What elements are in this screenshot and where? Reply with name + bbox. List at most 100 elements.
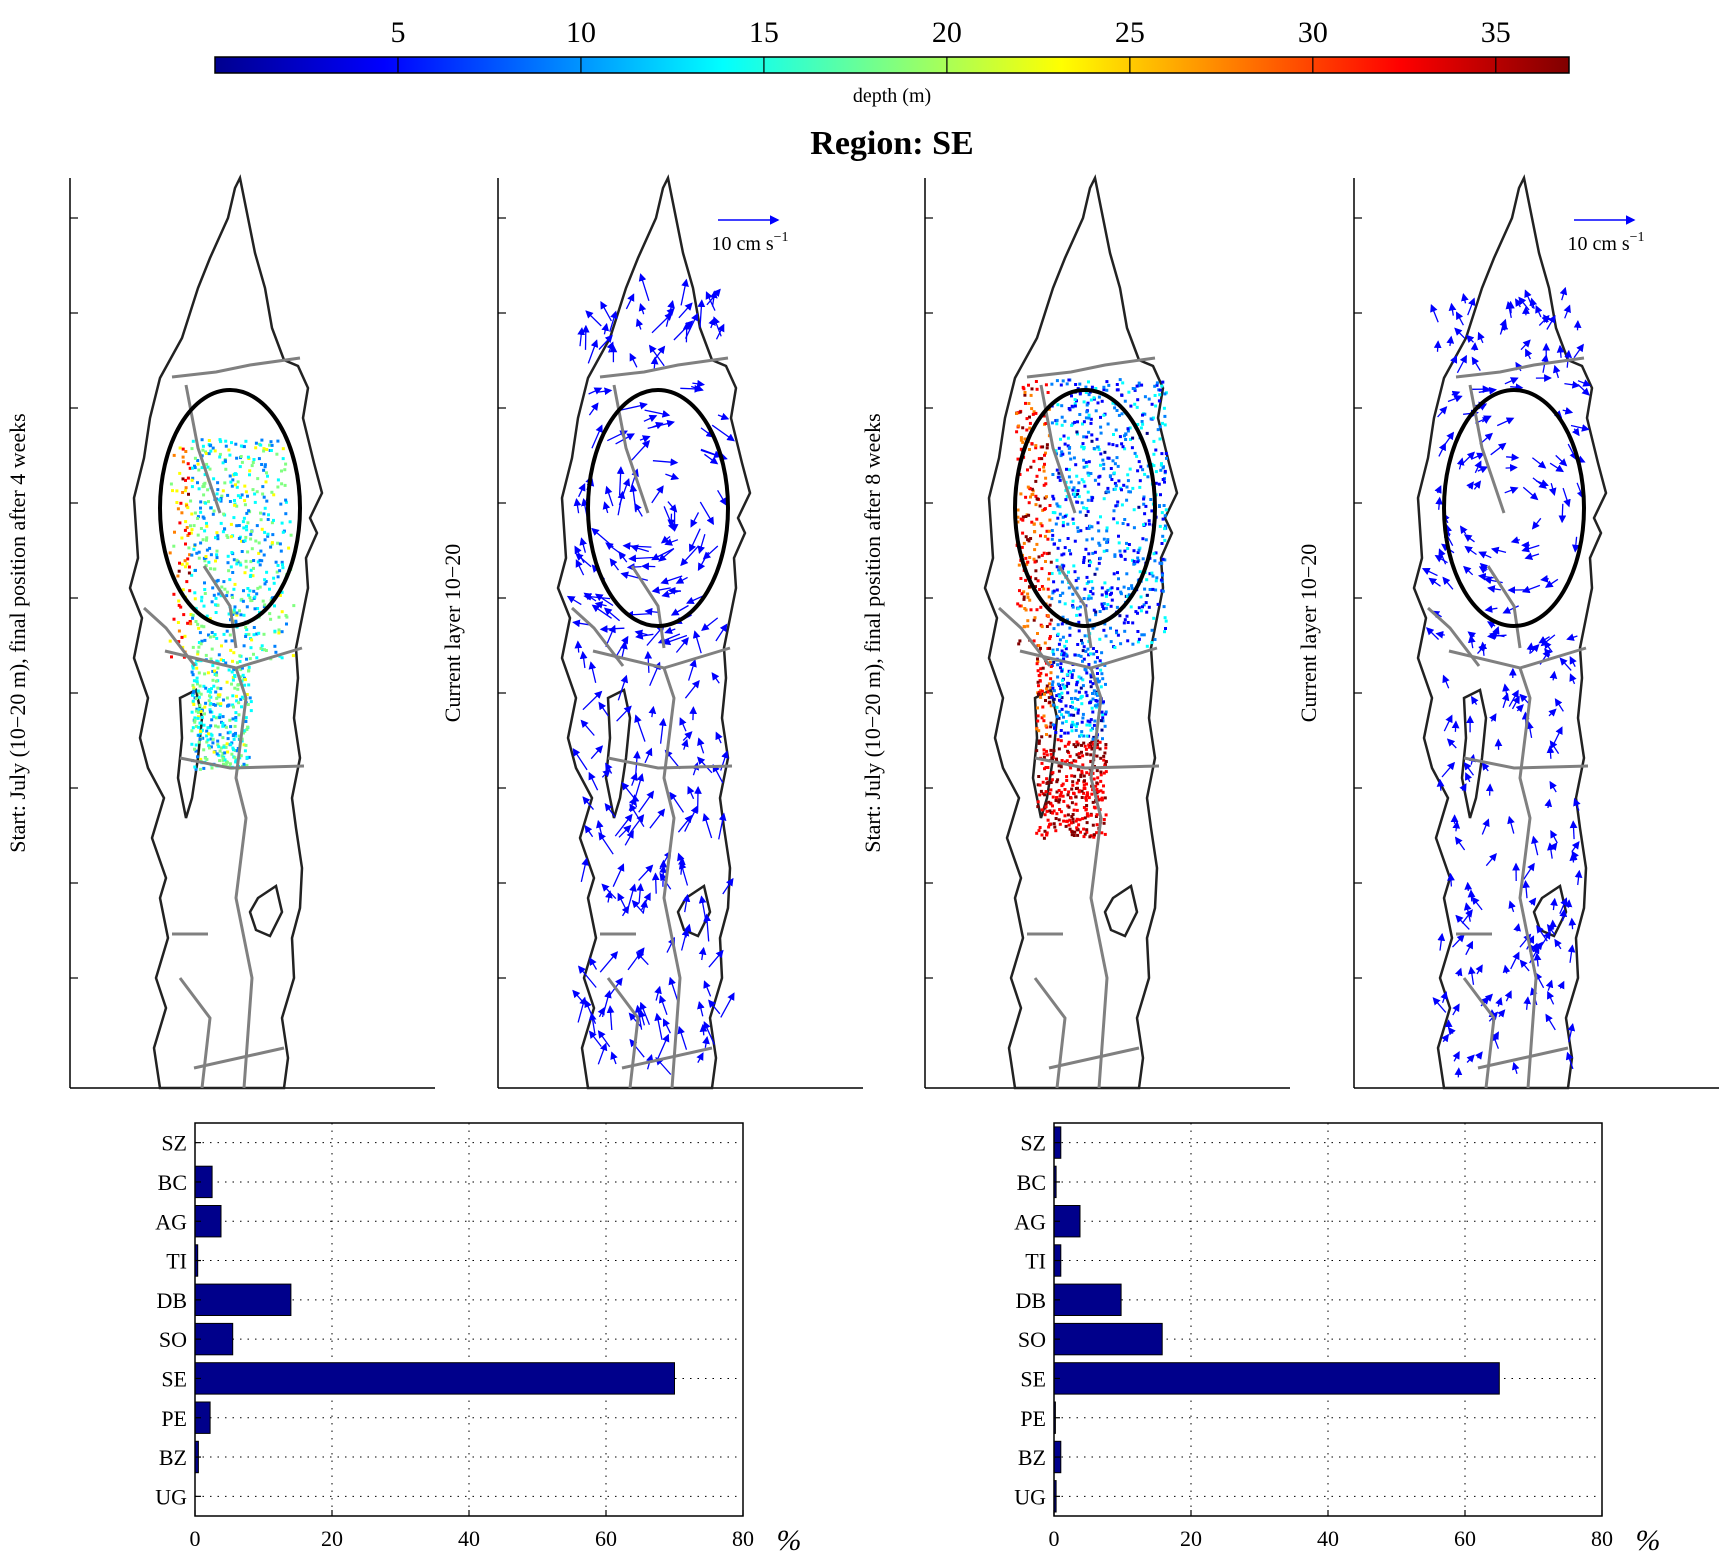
x-tick-label: 80 bbox=[732, 1526, 754, 1551]
lake-map bbox=[983, 174, 1179, 1090]
particle bbox=[1096, 677, 1099, 681]
particle bbox=[1043, 813, 1047, 817]
particle bbox=[232, 748, 235, 752]
particle bbox=[1037, 829, 1041, 833]
particle bbox=[1071, 720, 1075, 724]
particle bbox=[264, 580, 268, 583]
particle bbox=[1115, 444, 1119, 448]
particle bbox=[231, 571, 235, 574]
particle bbox=[197, 740, 201, 744]
particle bbox=[229, 480, 233, 484]
particle bbox=[1060, 669, 1064, 673]
particle bbox=[197, 556, 201, 560]
particle bbox=[214, 536, 217, 540]
particle bbox=[1021, 426, 1025, 430]
particle bbox=[1082, 458, 1086, 462]
particle bbox=[185, 504, 189, 508]
particle bbox=[255, 632, 259, 636]
particle bbox=[1018, 639, 1022, 643]
current-arrow bbox=[618, 551, 628, 563]
particle bbox=[192, 686, 196, 690]
particle bbox=[1089, 472, 1093, 475]
particle bbox=[1115, 521, 1119, 525]
particle bbox=[1092, 835, 1096, 839]
current-arrow bbox=[1455, 311, 1464, 326]
current-arrow bbox=[680, 278, 689, 306]
particle bbox=[182, 655, 186, 659]
particle bbox=[285, 622, 288, 626]
current-arrow bbox=[1549, 462, 1564, 473]
particle bbox=[1125, 594, 1129, 598]
region-boundary bbox=[612, 384, 650, 514]
particle bbox=[197, 487, 201, 491]
particle bbox=[1037, 457, 1041, 461]
particle bbox=[1070, 830, 1074, 834]
particle bbox=[1079, 676, 1083, 680]
current-arrow bbox=[677, 852, 685, 869]
particle bbox=[233, 605, 237, 609]
particle bbox=[240, 550, 244, 553]
particle bbox=[269, 617, 273, 621]
particle bbox=[1085, 507, 1089, 510]
particle bbox=[224, 763, 228, 767]
particle bbox=[1084, 747, 1088, 751]
particle bbox=[247, 593, 251, 597]
particle bbox=[1136, 640, 1140, 644]
particle bbox=[1087, 594, 1091, 598]
particle bbox=[1042, 483, 1046, 487]
current-arrow bbox=[626, 563, 642, 571]
current-arrow bbox=[1550, 829, 1558, 844]
particle bbox=[1037, 692, 1040, 696]
region-boundary bbox=[570, 606, 625, 667]
particle bbox=[257, 631, 261, 635]
particle bbox=[208, 708, 212, 712]
particle bbox=[190, 478, 194, 482]
particle bbox=[1073, 495, 1077, 498]
particle bbox=[214, 679, 218, 683]
particle bbox=[1063, 419, 1067, 423]
particle bbox=[261, 648, 265, 652]
particle bbox=[1097, 395, 1101, 399]
current-arrow bbox=[1452, 934, 1465, 948]
particle bbox=[177, 629, 181, 633]
particle bbox=[1092, 396, 1096, 400]
particle bbox=[232, 472, 236, 476]
particle bbox=[1040, 524, 1044, 528]
particle bbox=[1076, 698, 1080, 701]
particle bbox=[244, 535, 248, 539]
particle bbox=[1042, 748, 1046, 752]
particle bbox=[1046, 587, 1050, 591]
particle bbox=[1054, 731, 1058, 734]
particle bbox=[240, 539, 244, 543]
particle bbox=[1137, 381, 1141, 385]
particle bbox=[1092, 689, 1096, 693]
current-arrow bbox=[712, 763, 724, 784]
particle bbox=[221, 756, 225, 760]
region-boundary bbox=[179, 756, 305, 770]
current-arrow bbox=[631, 440, 651, 461]
current-arrow bbox=[1456, 354, 1467, 374]
current-arrow bbox=[602, 501, 611, 514]
particle bbox=[1036, 719, 1040, 723]
particle bbox=[1113, 554, 1117, 558]
map-panel-ylabel: Start: July (10−20 m), final position af… bbox=[860, 413, 885, 853]
particle bbox=[1141, 422, 1145, 426]
particle bbox=[181, 455, 185, 459]
current-arrow bbox=[629, 352, 638, 368]
particle bbox=[181, 645, 185, 649]
current-arrow bbox=[582, 690, 603, 711]
current-arrow bbox=[636, 883, 645, 903]
particle bbox=[225, 680, 229, 684]
particle bbox=[1115, 409, 1119, 412]
particle bbox=[1045, 446, 1049, 450]
particle bbox=[279, 549, 283, 553]
particle bbox=[176, 621, 180, 624]
particle bbox=[1104, 760, 1108, 764]
particle bbox=[1016, 515, 1020, 519]
current-arrow bbox=[600, 300, 612, 322]
y-tick-label: TI bbox=[166, 1249, 187, 1274]
current-arrow bbox=[572, 989, 583, 1002]
particle bbox=[259, 518, 263, 522]
particle bbox=[1102, 771, 1106, 775]
